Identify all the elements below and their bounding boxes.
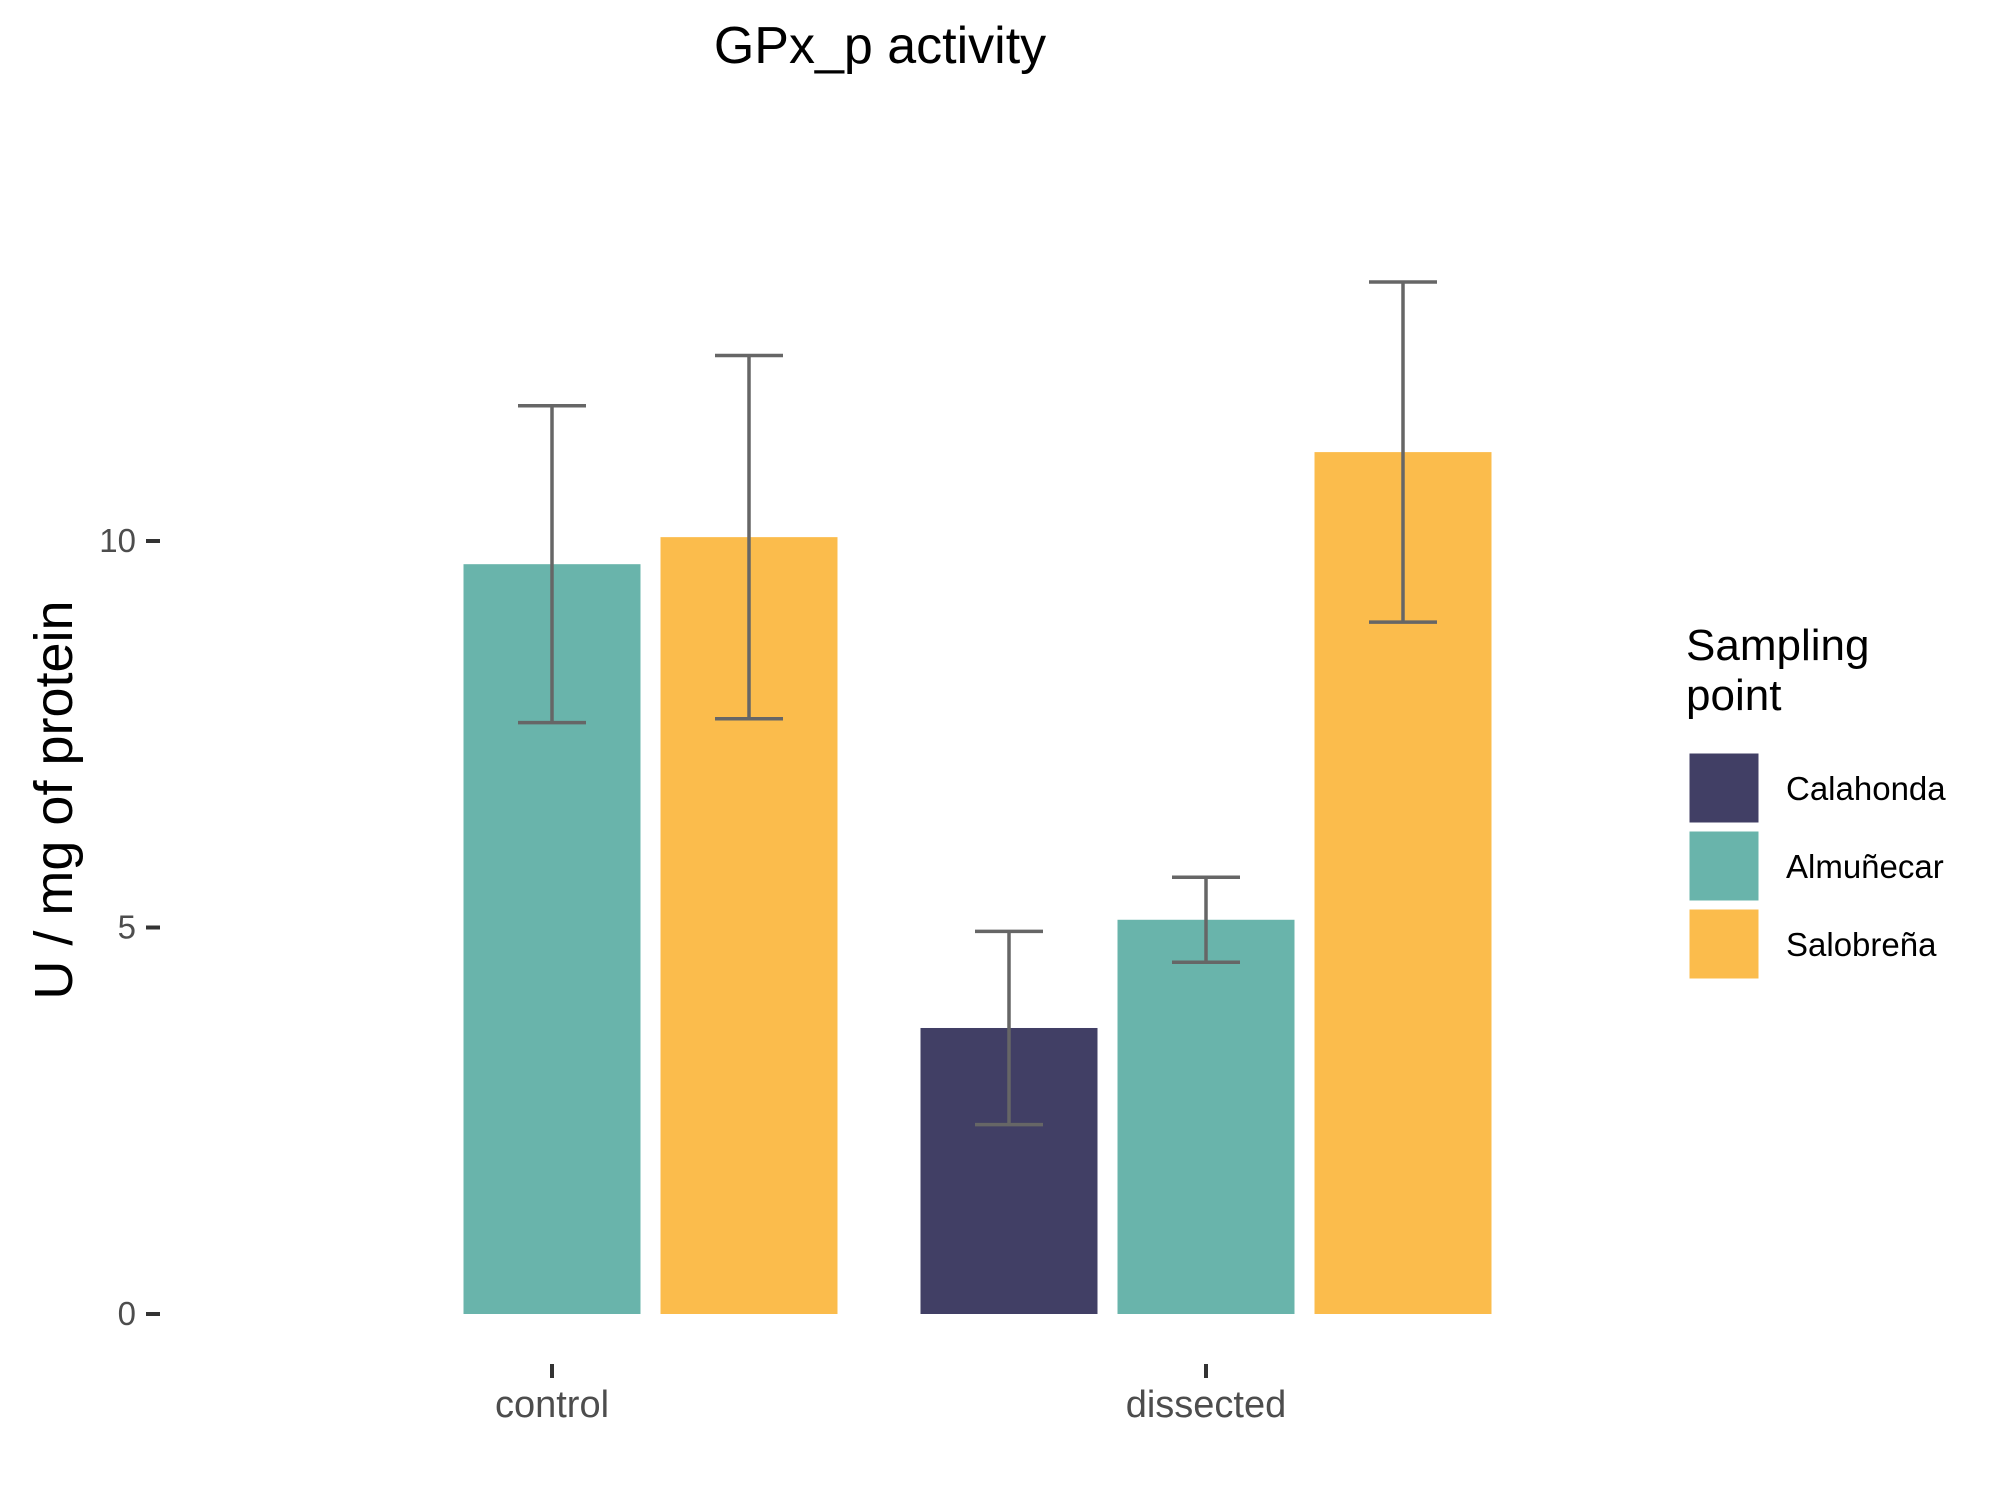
bar-dissected-Almuñecar (1117, 919, 1295, 1314)
y-axis-label: U / mg of protein (24, 600, 84, 999)
legend-label-Salobreña: Salobreña (1786, 926, 1937, 963)
legend-key-Salobreña (1686, 906, 1762, 982)
error-bar-dissected-Salobreña (1369, 280, 1437, 624)
y-axis: 0 5 10 (99, 522, 160, 1332)
legend-label-Almuñecar: Almuñecar (1786, 848, 1944, 885)
legend-label-Calahonda: Calahonda (1786, 770, 1946, 807)
chart-title: GPx_p activity (714, 17, 1046, 75)
y-tick-label: 10 (99, 522, 136, 559)
legend-key-Calahonda (1686, 750, 1762, 826)
error-bar-dissected-Almuñecar (1172, 875, 1240, 965)
x-tick-label-dissected: dissected (1126, 1384, 1287, 1426)
legend: Sampling point Calahonda Almuñecar Salobreña (1686, 621, 1946, 982)
y-tick-label: 0 (118, 1295, 136, 1332)
error-bar-dissected-Calahonda (975, 929, 1043, 1127)
x-tick-label-control: control (495, 1384, 609, 1426)
error-bar-control-Salobreña (715, 353, 783, 721)
legend-key-Almuñecar (1686, 828, 1762, 904)
y-tick-label: 5 (118, 909, 136, 946)
legend-title: Sampling point (1686, 621, 1869, 720)
x-axis: control dissected (495, 1364, 1286, 1426)
plot-area (463, 280, 1492, 1315)
error-bar-control-Almuñecar (518, 403, 586, 725)
